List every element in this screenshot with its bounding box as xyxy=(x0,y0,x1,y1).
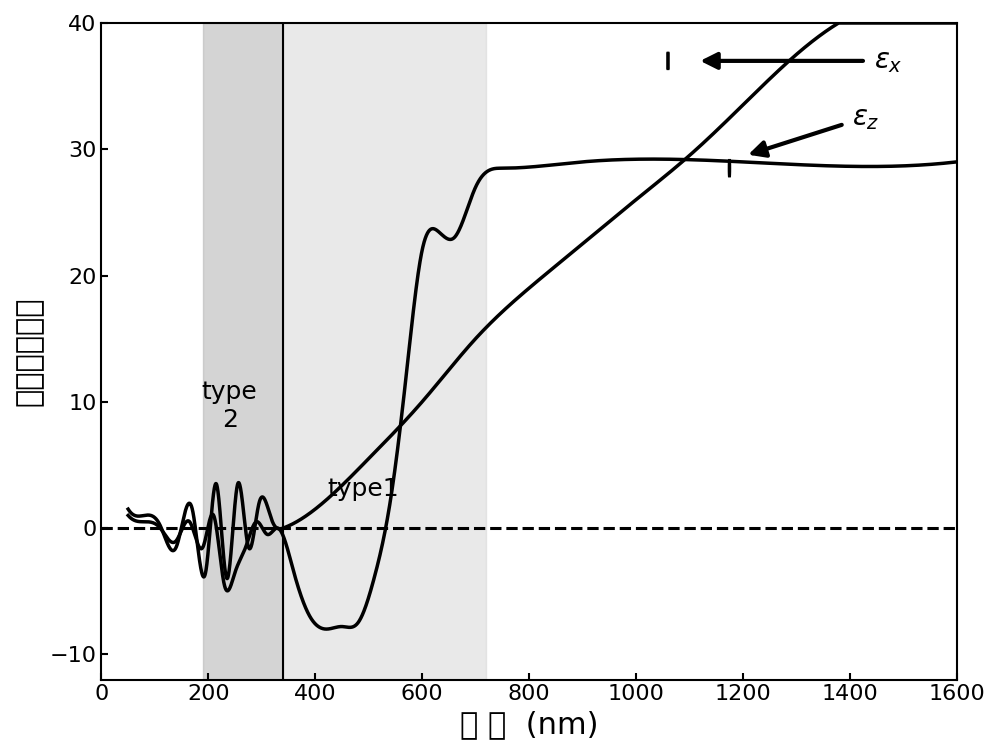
Text: $\varepsilon_z$: $\varepsilon_z$ xyxy=(852,104,880,132)
Bar xyxy=(283,23,486,679)
Text: type
2: type 2 xyxy=(202,380,258,432)
Y-axis label: 实部介电系数: 实部介电系数 xyxy=(15,296,44,406)
Text: type1: type1 xyxy=(328,477,399,501)
Text: $\varepsilon_x$: $\varepsilon_x$ xyxy=(874,47,902,75)
Bar xyxy=(203,23,283,679)
X-axis label: 波 长  (nm): 波 长 (nm) xyxy=(460,710,598,739)
